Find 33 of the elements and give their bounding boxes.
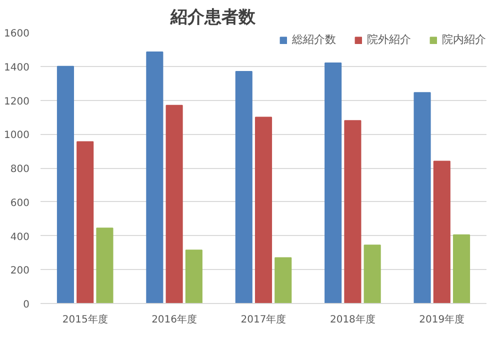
y-tick-label: 1600 — [4, 28, 30, 40]
y-tick-label: 200 — [10, 266, 30, 277]
bar — [166, 104, 183, 304]
legend-label: 総紹介数 — [292, 32, 336, 47]
x-tick-label: 2015年度 — [62, 314, 108, 326]
y-tick-label: 400 — [10, 232, 30, 243]
bar — [254, 116, 272, 304]
y-tick-label: 1400 — [4, 62, 30, 74]
bar — [146, 51, 164, 304]
bar — [185, 250, 202, 304]
bar — [56, 66, 74, 304]
x-tick-label: 2018年度 — [330, 314, 376, 326]
bar — [452, 234, 470, 304]
y-tick-label: 0 — [23, 300, 30, 310]
legend-label: 院内紹介 — [442, 32, 486, 47]
bar — [344, 120, 362, 304]
bar — [235, 70, 252, 304]
bar — [76, 141, 94, 304]
bar — [364, 244, 381, 304]
y-tick-label: 800 — [10, 164, 30, 175]
y-tick-label: 1000 — [4, 130, 30, 142]
legend-label: 院外紹介 — [367, 32, 411, 47]
bar — [324, 62, 342, 304]
bar — [433, 160, 450, 304]
bar — [414, 92, 431, 304]
y-tick-label: 1200 — [4, 96, 30, 108]
x-tick-label: 2016年度 — [152, 314, 198, 326]
chart-title: 紹介患者数 — [170, 8, 256, 28]
x-tick-label: 2017年度 — [240, 314, 286, 326]
y-tick-label: 600 — [10, 198, 30, 209]
bar — [274, 257, 292, 304]
bar — [96, 228, 114, 304]
x-tick-label: 2019年度 — [419, 314, 465, 326]
